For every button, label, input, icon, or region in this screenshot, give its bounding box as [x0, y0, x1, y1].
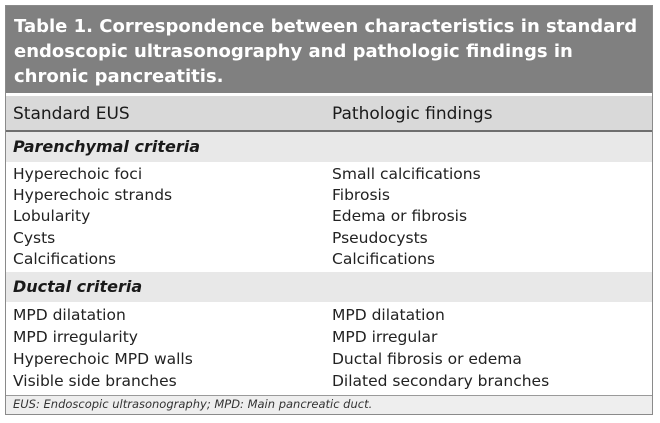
table-cell: Hyperechoic foci	[13, 165, 143, 183]
section-label: Parenchymal criteria	[13, 137, 200, 156]
table-cell: Small calcifications	[332, 165, 481, 183]
table-cell: Visible side branches	[13, 372, 177, 390]
table-title-line-1: Table 1. Correspondence between characte…	[14, 16, 638, 37]
column-header-row: Standard EUS Pathologic findings	[6, 96, 652, 130]
section-header-parenchymal: Parenchymal criteria	[6, 132, 652, 162]
table-cell: Pseudocysts	[332, 229, 428, 247]
table-cell: MPD irregularity	[13, 328, 138, 346]
table-cell: Lobularity	[13, 207, 91, 225]
footnote-band: EUS: Endoscopic ultrasonography; MPD: Ma…	[6, 396, 652, 414]
table-cell: MPD dilatation	[13, 306, 126, 324]
table-cell: Fibrosis	[332, 186, 390, 204]
header-divider	[6, 130, 652, 132]
table-cell: Edema or fibrosis	[332, 207, 468, 225]
table-cell: Ductal fibrosis or edema	[332, 350, 522, 368]
table-cell: Hyperechoic strands	[13, 186, 173, 204]
table-cell: Dilated secondary branches	[332, 372, 550, 390]
table-title-line-2: endoscopic ultrasonography and pathologi…	[14, 41, 573, 62]
table-title-bar: Table 1. Correspondence between characte…	[6, 6, 652, 93]
column-header-standard-eus: Standard EUS	[13, 104, 130, 124]
section-label: Ductal criteria	[13, 277, 143, 296]
table-cell: Cysts	[13, 229, 56, 247]
table-cell: Calcifications	[332, 250, 436, 268]
column-header-pathologic-findings: Pathologic findings	[332, 104, 493, 124]
table-frame: Table 1. Correspondence between characte…	[5, 5, 653, 415]
section-header-ductal: Ductal criteria	[6, 272, 652, 302]
table-footnote: EUS: Endoscopic ultrasonography; MPD: Ma…	[13, 397, 373, 411]
table-cell: MPD dilatation	[332, 306, 445, 324]
table-cell: Hyperechoic MPD walls	[13, 350, 193, 368]
table-cell: Calcifications	[13, 250, 117, 268]
footnote-divider	[6, 395, 652, 396]
table-title-line-3: chronic pancreatitis.	[14, 66, 224, 87]
table-cell: MPD irregular	[332, 328, 438, 346]
